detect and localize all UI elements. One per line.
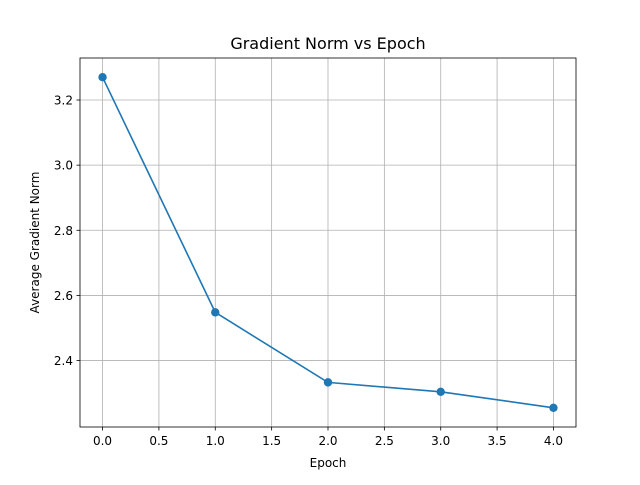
data-point	[549, 403, 558, 412]
grid	[80, 58, 576, 427]
y-tick-label: 3.0	[54, 159, 73, 173]
x-tick-label: 2.0	[318, 434, 337, 448]
x-tick-label: 3.0	[431, 434, 450, 448]
y-tick-label: 3.2	[54, 94, 73, 108]
y-tick-label: 2.6	[54, 289, 73, 303]
x-tick-label: 2.5	[375, 434, 394, 448]
y-tick-label: 2.8	[54, 224, 73, 238]
ticks: 0.0 0.5 1.0 1.5 2.0 2.5 3.0 3.5 4.0 2.4 2.6 2.8 3.0 3…	[54, 94, 563, 448]
chart-title: Gradient Norm vs Epoch	[230, 34, 425, 53]
data-point	[211, 308, 220, 317]
x-tick-label: 1.5	[262, 434, 281, 448]
x-axis-label: Epoch	[310, 456, 347, 470]
series-layer	[98, 73, 558, 412]
data-point	[98, 73, 107, 82]
data-point	[323, 378, 333, 387]
y-axis-label: Average Gradient Norm	[28, 172, 42, 314]
x-tick-label: 1.0	[206, 434, 225, 448]
x-tick-label: 0.5	[149, 434, 168, 448]
x-tick-label: 3.5	[488, 434, 507, 448]
y-tick-label: 2.4	[54, 354, 73, 368]
x-tick-label: 0.0	[93, 434, 112, 448]
data-point	[436, 387, 445, 397]
x-tick-label: 4.0	[544, 434, 563, 448]
